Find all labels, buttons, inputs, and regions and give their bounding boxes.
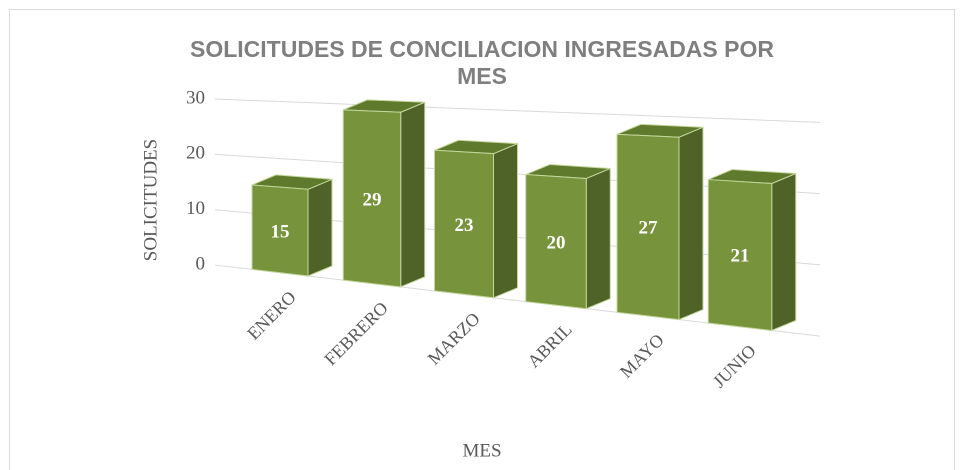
y-tick-label: 20 [186,143,205,164]
grid-line [214,98,821,123]
bar [707,169,797,332]
bar-side [307,178,333,277]
data-label: 20 [547,232,566,253]
x-tick-label: ENERO [243,287,300,344]
chart-border [9,9,955,470]
bar [616,123,704,321]
data-label: 23 [455,215,474,236]
y-tick-label: 0 [196,253,206,274]
data-label: 15 [271,222,290,243]
bar-front [707,179,773,332]
bar-side [585,167,611,310]
data-label: 29 [363,189,382,210]
bar [342,99,426,288]
bar [251,174,333,277]
y-tick-label: 10 [186,198,205,219]
chart-title: SOLICITUDES DE CONCILIACION INGRESADAS P… [190,36,774,89]
data-label: 27 [639,218,659,239]
bar [525,164,611,310]
bar-side [400,101,426,288]
bar [434,139,518,299]
x-tick-label: JUNIO [709,341,760,392]
bar-side [678,126,704,321]
bar-front [342,109,402,288]
data-label: 21 [731,246,750,267]
y-axis-label: SOLICITUDES [140,139,161,261]
x-axis-label: MES [462,440,501,461]
x-tick-label: MARZO [424,308,484,368]
bar-side [771,172,797,332]
bar-front [616,133,680,321]
bar-front [251,184,309,277]
bar-front [434,149,494,299]
x-tick-label: FEBRERO [320,298,391,369]
bar-front [525,174,587,310]
y-tick-label: 30 [186,87,205,108]
bar-side [493,142,518,299]
x-tick-label: MAYO [616,330,668,382]
x-tick-label: ABRIL [523,319,575,371]
